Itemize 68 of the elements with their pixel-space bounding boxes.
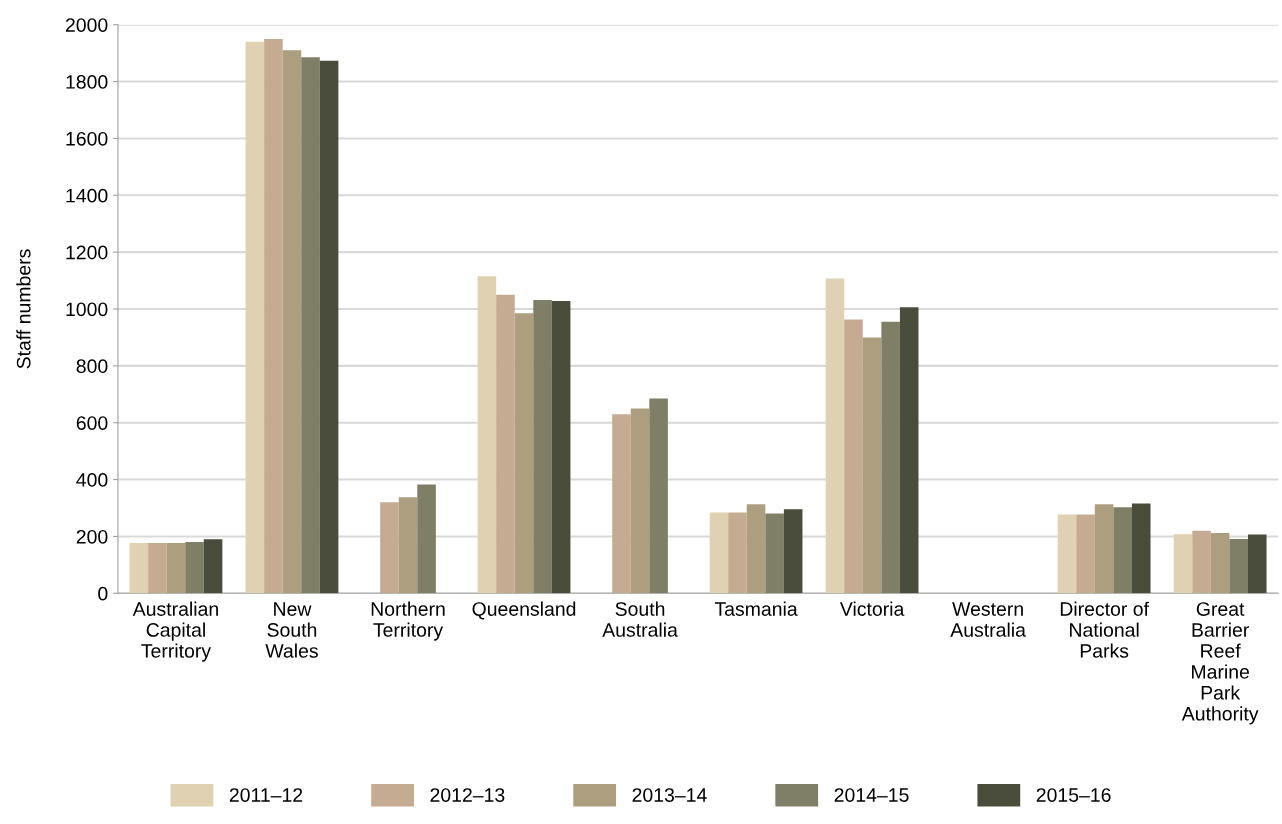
x-tick-label: Queensland [472, 601, 576, 620]
bar [185, 542, 204, 594]
bar [899, 307, 919, 594]
bar [1173, 534, 1193, 594]
x-tick-label: Northern Territory [371, 601, 445, 641]
y-tick-label: 0 [98, 586, 108, 601]
y-tick-label: 600 [76, 416, 108, 430]
y-tick-label: 1000 [66, 302, 108, 317]
y-tick-label: 1600 [66, 131, 108, 146]
x-tick-label: Tasmania [714, 601, 798, 616]
bar [148, 542, 167, 594]
bar [166, 542, 186, 594]
bar [1210, 533, 1230, 594]
bar [881, 321, 900, 594]
y-tick-label: 400 [76, 473, 108, 487]
bar [765, 513, 784, 594]
bar [783, 509, 803, 594]
x-tick-label: Victoria [839, 601, 905, 616]
legend-label: 2012–13 [430, 788, 505, 802]
bar [825, 278, 845, 594]
bar [1229, 538, 1248, 594]
legend-label: 2011–12 [229, 788, 303, 802]
bar [612, 414, 631, 594]
legend-label: 2014–15 [834, 788, 909, 802]
bar [1192, 530, 1211, 594]
x-tick-label: Director of National Parks [1060, 601, 1149, 658]
y-axis-title: Staff numbers [16, 249, 31, 369]
bar [380, 502, 399, 594]
bar [746, 504, 766, 594]
bar [728, 512, 747, 594]
bar [264, 38, 283, 594]
bar [282, 50, 302, 594]
bar [844, 319, 863, 594]
bar [709, 512, 729, 594]
x-tick-label: Australian Capital Territory [132, 601, 218, 662]
bar [1131, 503, 1151, 594]
y-tick-label: 800 [76, 359, 108, 374]
bar [203, 539, 223, 594]
bar [862, 337, 882, 594]
bar [1076, 514, 1095, 594]
x-tick-label: New South Wales [265, 602, 318, 658]
bar [301, 57, 320, 594]
bar [1057, 514, 1077, 594]
bar [551, 301, 571, 594]
x-tick-label: Western Australia [950, 602, 1026, 637]
bar [1113, 507, 1132, 594]
y-tick-label: 2000 [65, 18, 108, 32]
bar [1094, 504, 1114, 594]
bar [533, 299, 552, 594]
x-tick-label: South Australia [602, 601, 678, 637]
legend-label: 2015–16 [1036, 788, 1111, 802]
bar [245, 41, 265, 594]
x-tick-label: Great Barrier Reef Marine Park Authority [1181, 602, 1259, 725]
bar [319, 60, 339, 594]
bar [496, 294, 515, 594]
bar [477, 276, 497, 594]
bar [398, 497, 418, 594]
bar [1247, 534, 1267, 594]
bar [649, 398, 668, 594]
legend-label: 2013–14 [632, 788, 707, 802]
y-tick-label: 1200 [66, 245, 108, 260]
bar [630, 408, 650, 594]
y-tick-label: 1800 [66, 75, 108, 89]
y-tick-label: 200 [76, 529, 108, 544]
bar [417, 484, 436, 594]
bar [514, 313, 534, 594]
y-tick-label: 1400 [66, 188, 108, 203]
bar [129, 542, 149, 594]
